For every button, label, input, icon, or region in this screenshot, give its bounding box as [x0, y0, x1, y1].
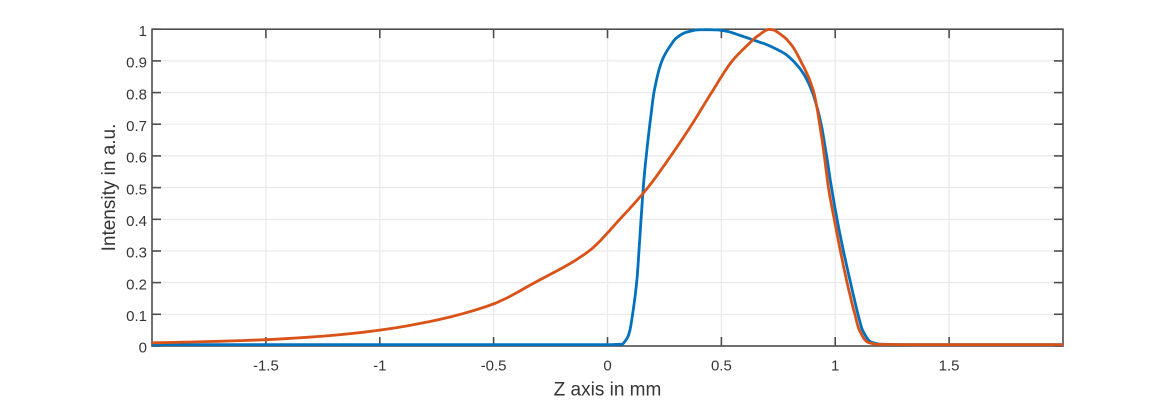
- svg-text:1.5: 1.5: [939, 358, 960, 375]
- svg-text:0.7: 0.7: [126, 118, 147, 135]
- svg-text:1: 1: [831, 358, 839, 375]
- svg-text:-1: -1: [373, 358, 386, 375]
- svg-text:Intensity in a.u.: Intensity in a.u.: [99, 124, 120, 252]
- svg-text:0.6: 0.6: [126, 150, 147, 167]
- svg-text:-1.5: -1.5: [253, 358, 279, 375]
- svg-text:1: 1: [139, 23, 147, 40]
- svg-text:0.4: 0.4: [126, 213, 147, 230]
- svg-text:0.8: 0.8: [126, 86, 147, 103]
- svg-text:0: 0: [139, 340, 147, 357]
- svg-text:0.5: 0.5: [711, 358, 732, 375]
- svg-text:0: 0: [603, 358, 611, 375]
- svg-text:0.9: 0.9: [126, 55, 147, 72]
- svg-text:0.3: 0.3: [126, 245, 147, 262]
- svg-text:Z axis in mm: Z axis in mm: [554, 380, 662, 401]
- svg-text:0.5: 0.5: [126, 181, 147, 198]
- svg-text:0.2: 0.2: [126, 276, 147, 293]
- svg-text:-0.5: -0.5: [481, 358, 507, 375]
- svg-text:0.1: 0.1: [126, 308, 147, 325]
